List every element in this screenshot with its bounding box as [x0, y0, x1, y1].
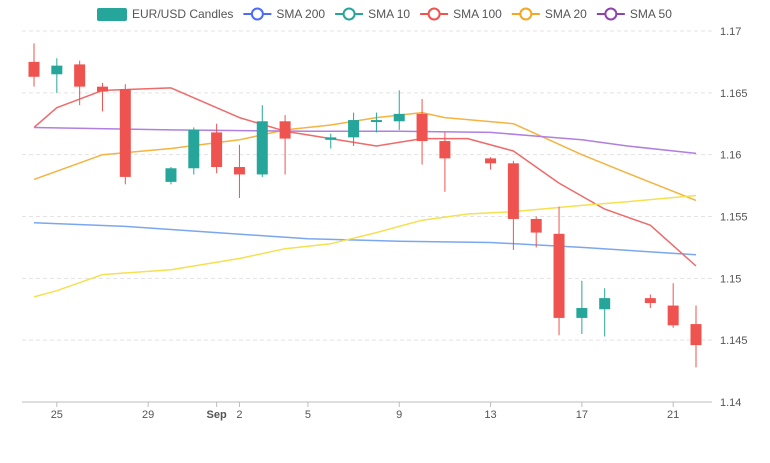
sma-line-sma-100 [33, 87, 697, 267]
x-tick-label: 29 [142, 409, 154, 421]
y-tick-label: 1.155 [720, 212, 748, 224]
sma-line-sma-50 [33, 126, 697, 155]
candle-down [28, 43, 40, 87]
candle-body [188, 129, 200, 169]
x-tick-label: 13 [484, 409, 496, 421]
candle-body [485, 158, 497, 164]
candle-down [690, 305, 702, 368]
legend-swatch-marker [250, 7, 264, 21]
candle-up [348, 112, 360, 147]
legend-label: SMA 50 [630, 7, 672, 21]
candle-down [74, 60, 86, 106]
candle-body [96, 86, 108, 92]
legend-label: SMA 20 [545, 7, 587, 21]
candle-down [530, 216, 542, 248]
legend-item[interactable]: SMA 200 [243, 7, 325, 21]
legend-label: SMA 100 [453, 7, 502, 21]
y-tick-label: 1.17 [720, 26, 741, 38]
legend-item[interactable]: SMA 50 [596, 7, 672, 21]
legend[interactable]: EUR/USD Candles SMA 200 SMA 10 SMA 100 SMA 2… [97, 7, 672, 21]
y-tick-label: 1.15 [720, 273, 741, 285]
candle-body [553, 233, 565, 318]
candle-up [325, 133, 337, 149]
candle-up [393, 90, 405, 130]
candle-body [416, 113, 428, 142]
x-tick-label: 2 [236, 409, 242, 421]
legend-swatch-marker [519, 7, 533, 21]
candle-body [165, 168, 177, 182]
candle-body [667, 305, 679, 326]
candle-body [439, 141, 451, 159]
candle-down [667, 283, 679, 328]
x-tick-label: 9 [396, 409, 402, 421]
candle-down [279, 115, 291, 175]
candle-body [51, 65, 63, 75]
candle-down [485, 157, 497, 170]
candle-body [348, 120, 360, 138]
sma-lines [33, 87, 697, 298]
legend-item[interactable]: SMA 100 [420, 7, 502, 21]
x-tick-label: 21 [667, 409, 679, 421]
x-tick-label: 25 [51, 409, 63, 421]
candle-body [393, 113, 405, 122]
y-tick-label: 1.145 [720, 335, 748, 347]
candle-down [439, 132, 451, 192]
legend-item[interactable]: EUR/USD Candles [97, 7, 233, 21]
candle-body [370, 120, 382, 123]
legend-label: SMA 10 [368, 7, 410, 21]
y-tick-label: 1.14 [720, 397, 741, 409]
candle-down [507, 160, 519, 250]
candle-up [599, 288, 611, 337]
candle-up [188, 127, 200, 175]
candle-down [644, 294, 656, 309]
candle-body [119, 89, 131, 177]
y-tick-label: 1.165 [720, 88, 748, 100]
candle-body [256, 121, 268, 175]
candle-up [370, 112, 382, 133]
candle-body [28, 61, 40, 77]
candle-body [211, 132, 223, 168]
candle-down [96, 82, 108, 112]
candle-up [165, 167, 177, 185]
candle-body [279, 121, 291, 139]
candle-up [51, 58, 63, 93]
candle-down [553, 206, 565, 336]
candle-body [325, 137, 337, 140]
candle-down [416, 99, 428, 165]
candle-body [690, 324, 702, 346]
candle-body [74, 64, 86, 87]
legend-swatch-marker [342, 7, 356, 21]
candles [28, 43, 702, 368]
legend-label: SMA 200 [276, 7, 325, 21]
candle-body [599, 298, 611, 310]
y-tick-label: 1.16 [720, 150, 741, 162]
sma-line-sma-10 [33, 194, 697, 298]
sma-line-sma-20 [33, 111, 697, 202]
candle-up [256, 105, 268, 177]
candle-down [119, 84, 131, 185]
candle-down [233, 144, 245, 198]
legend-label: EUR/USD Candles [132, 7, 233, 21]
candle-body [233, 167, 245, 175]
legend-swatch-rect [97, 8, 127, 21]
candle-down [211, 123, 223, 174]
sma-line-sma-200 [33, 221, 697, 256]
candle-body [507, 163, 519, 219]
legend-swatch-marker [604, 7, 618, 21]
x-tick-label: Sep [207, 409, 227, 421]
legend-item[interactable]: SMA 20 [511, 7, 587, 21]
candle-body [644, 298, 656, 304]
candle-body [576, 308, 588, 318]
x-tick-label: 5 [305, 409, 311, 421]
candle-body [530, 218, 542, 233]
legend-item[interactable]: SMA 10 [335, 7, 410, 21]
candle-up [576, 280, 588, 334]
legend-swatch-marker [427, 7, 441, 21]
x-tick-label: 17 [576, 409, 588, 421]
